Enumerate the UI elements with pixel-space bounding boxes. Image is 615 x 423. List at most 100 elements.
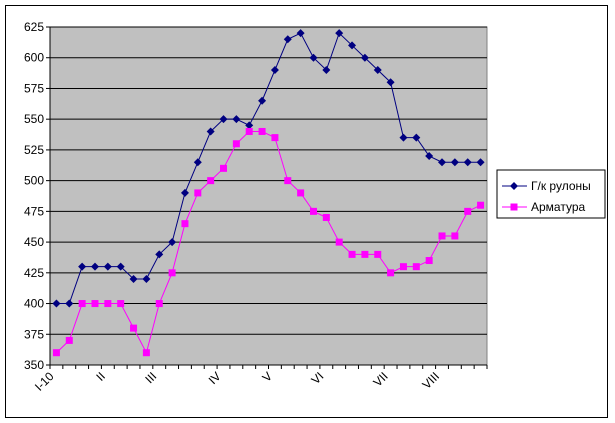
y-tick-label: 450 [24, 235, 44, 249]
data-point [193, 158, 202, 167]
data-point [142, 349, 150, 357]
data-point [322, 66, 331, 75]
data-point [168, 269, 176, 277]
data-point [361, 250, 369, 258]
data-point [399, 133, 408, 142]
x-tick-label: III [142, 369, 159, 386]
x-tick-label: VIII [419, 369, 442, 392]
series-line [56, 130, 481, 355]
data-point [129, 274, 138, 283]
data-point [232, 115, 241, 124]
data-point [142, 274, 151, 283]
data-point [52, 299, 61, 308]
y-tick-label: 500 [24, 174, 44, 188]
legend-marker [510, 182, 518, 190]
data-point [78, 300, 86, 308]
data-point [450, 158, 459, 167]
x-tick-label: VII [370, 369, 390, 389]
data-point [348, 41, 357, 50]
legend-label: Арматура [531, 200, 586, 214]
data-point [335, 29, 344, 38]
data-point [425, 257, 433, 265]
y-tick-label: 525 [24, 143, 44, 157]
data-point [103, 262, 112, 271]
chart-frame [5, 5, 608, 418]
y-tick-label: 350 [24, 358, 44, 372]
data-point [52, 349, 60, 357]
data-point [438, 232, 446, 240]
data-point [464, 207, 472, 215]
y-tick-label: 575 [24, 81, 44, 95]
data-point [296, 29, 305, 38]
data-point [181, 220, 189, 228]
data-point [387, 269, 395, 277]
data-point [348, 250, 356, 258]
data-point [412, 133, 421, 142]
data-point [130, 324, 138, 332]
data-point [207, 177, 215, 185]
data-point [155, 250, 164, 259]
data-point [91, 300, 99, 308]
data-point [245, 127, 253, 135]
series-2 [52, 127, 485, 357]
plot-area [49, 26, 488, 366]
data-point [78, 262, 87, 271]
data-point [322, 214, 330, 222]
data-point [425, 152, 434, 161]
data-point [258, 96, 267, 105]
data-point [104, 300, 112, 308]
data-point [412, 263, 420, 271]
data-point [116, 262, 125, 271]
data-point [476, 158, 485, 167]
data-point [284, 177, 292, 185]
legend-marker [510, 203, 518, 211]
y-tick-label: 375 [24, 327, 44, 341]
data-point [451, 232, 459, 240]
y-tick-label: 550 [24, 112, 44, 126]
y-tick-label: 425 [24, 266, 44, 280]
data-point [180, 188, 189, 197]
data-point [206, 127, 215, 136]
y-tick-label: 625 [24, 20, 44, 34]
legend: Г/к рулоны Арматура [496, 169, 606, 219]
data-point [117, 300, 125, 308]
data-point [309, 207, 317, 215]
x-tick-label: V [259, 369, 275, 385]
data-point [270, 66, 279, 75]
data-point [168, 238, 177, 247]
y-tick-label: 400 [24, 297, 44, 311]
data-point [477, 201, 485, 209]
data-point [90, 262, 99, 271]
data-point [283, 35, 292, 44]
data-point [399, 263, 407, 271]
x-tick-label: VI [309, 369, 327, 387]
data-point [373, 66, 382, 75]
data-point [386, 78, 395, 87]
data-point [220, 164, 228, 172]
y-tick-label: 600 [24, 51, 44, 65]
series-line [56, 32, 481, 305]
data-point [155, 300, 163, 308]
data-point [374, 250, 382, 258]
series-1 [52, 29, 485, 308]
data-point [438, 158, 447, 167]
legend-label: Г/к рулоны [531, 179, 591, 193]
data-point [258, 127, 266, 135]
data-point [271, 134, 279, 142]
x-tick-label: II [93, 369, 108, 384]
data-point [65, 299, 74, 308]
data-point [463, 158, 472, 167]
data-point [65, 336, 73, 344]
data-point [245, 121, 254, 130]
x-tick-label: IV [206, 369, 224, 387]
x-tick-label: I-10 [32, 369, 57, 394]
data-point [360, 53, 369, 62]
data-point [297, 189, 305, 197]
data-point [219, 115, 228, 124]
data-point [194, 189, 202, 197]
y-tick-label: 475 [24, 204, 44, 218]
data-point [335, 238, 343, 246]
data-point [232, 140, 240, 148]
data-point [309, 53, 318, 62]
